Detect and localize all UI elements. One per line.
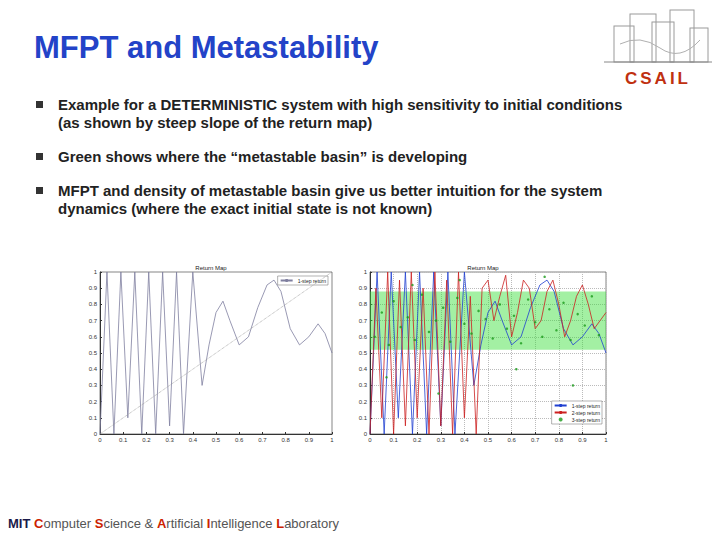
svg-text:1: 1 [604, 437, 608, 443]
svg-text:0: 0 [368, 437, 372, 443]
svg-text:1-step return: 1-step return [572, 403, 601, 409]
svg-text:Return Map: Return Map [467, 265, 499, 271]
svg-text:0.2: 0.2 [413, 437, 422, 443]
svg-text:0.9: 0.9 [305, 437, 314, 443]
svg-text:1-step return: 1-step return [298, 278, 327, 284]
svg-text:1: 1 [330, 437, 334, 443]
svg-text:0.4: 0.4 [359, 366, 368, 372]
html-text:Green shows where the “metasta: Green shows where the “metastable basin”… [58, 148, 468, 165]
svg-text:0.8: 0.8 [359, 301, 368, 307]
html-text:MFPT and density of metastable: MFPT and density of metastable basin giv… [58, 182, 603, 217]
svg-text:2-step return: 2-step return [572, 410, 601, 416]
svg-text:0.3: 0.3 [359, 382, 368, 388]
html-text:MIT C omputer S cience & A rti: MIT C omputer S cience & A rtificial I n… [8, 516, 339, 531]
svg-text:0.1: 0.1 [389, 437, 398, 443]
svg-text:CSAIL: CSAIL [625, 69, 691, 88]
svg-text:0.7: 0.7 [89, 318, 98, 324]
svg-text:0.4: 0.4 [460, 437, 469, 443]
svg-text:1: 1 [94, 269, 98, 275]
svg-text:0.1: 0.1 [119, 437, 128, 443]
svg-text:0.4: 0.4 [89, 366, 98, 372]
svg-text:1: 1 [364, 269, 368, 275]
svg-text:0.6: 0.6 [359, 334, 368, 340]
html-text:MFPT and Metastability: MFPT and Metastability [34, 30, 379, 65]
svg-text:0.2: 0.2 [142, 437, 151, 443]
svg-text:0.5: 0.5 [359, 350, 368, 356]
svg-text:0.1: 0.1 [89, 415, 98, 421]
svg-text:0.3: 0.3 [89, 382, 98, 388]
svg-text:0.3: 0.3 [165, 437, 174, 443]
svg-text:0.7: 0.7 [531, 437, 540, 443]
svg-text:0.4: 0.4 [189, 437, 198, 443]
svg-text:0.8: 0.8 [281, 437, 290, 443]
svg-text:0.1: 0.1 [359, 415, 368, 421]
svg-text:0.5: 0.5 [212, 437, 221, 443]
html-text:Example for a DETERMINISTIC sy: Example for a DETERMINISTIC system with … [58, 96, 623, 131]
svg-text:0.6: 0.6 [89, 334, 98, 340]
svg-text:0.7: 0.7 [359, 318, 368, 324]
svg-text:0.9: 0.9 [578, 437, 587, 443]
svg-text:0.2: 0.2 [359, 399, 368, 405]
svg-text:0.6: 0.6 [235, 437, 244, 443]
svg-text:0.9: 0.9 [359, 285, 368, 291]
svg-text:0.7: 0.7 [258, 437, 267, 443]
svg-text:0.5: 0.5 [89, 350, 98, 356]
svg-text:0.8: 0.8 [89, 301, 98, 307]
svg-text:0.5: 0.5 [484, 437, 493, 443]
svg-text:0.2: 0.2 [89, 399, 98, 405]
svg-text:3-step return: 3-step return [572, 417, 601, 423]
svg-text:0.8: 0.8 [555, 437, 564, 443]
svg-text:0.9: 0.9 [89, 285, 98, 291]
svg-text:0.6: 0.6 [507, 437, 516, 443]
svg-text:0.3: 0.3 [437, 437, 446, 443]
svg-text:0: 0 [364, 431, 368, 437]
svg-text:Return Map: Return Map [195, 265, 227, 271]
svg-text:0: 0 [94, 431, 98, 437]
svg-text:0: 0 [98, 437, 102, 443]
